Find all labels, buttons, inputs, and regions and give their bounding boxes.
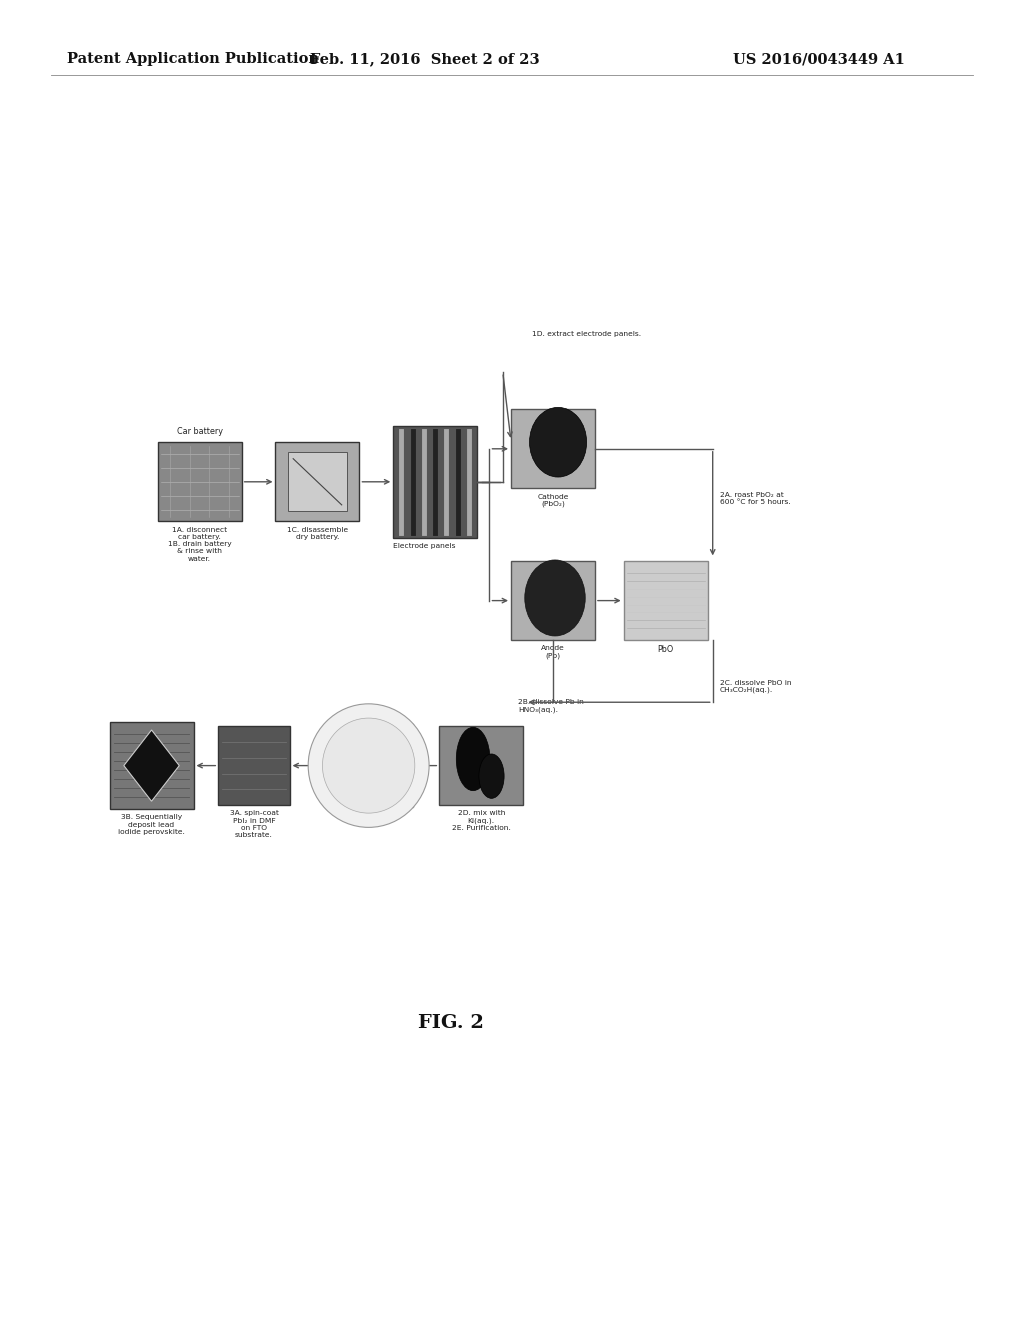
Bar	[511, 561, 595, 640]
Text: Anode
(Pb): Anode (Pb)	[541, 645, 565, 659]
Bar	[110, 722, 194, 809]
Text: Cathode
(PbO₂): Cathode (PbO₂)	[538, 494, 568, 507]
Bar	[439, 726, 523, 805]
Text: 3A. spin-coat
PbI₂ in DMF
on FTO
substrate.: 3A. spin-coat PbI₂ in DMF on FTO substra…	[229, 810, 279, 838]
Text: 2B. dissolve Pb in
HNO₃(aq.).: 2B. dissolve Pb in HNO₃(aq.).	[518, 700, 584, 713]
Bar	[288, 451, 347, 511]
Text: PbI₂: PbI₂	[360, 813, 377, 821]
Text: Car battery: Car battery	[177, 426, 222, 436]
Text: 2A. roast PbO₂ at
600 °C for 5 hours.: 2A. roast PbO₂ at 600 °C for 5 hours.	[720, 491, 791, 506]
Bar	[325, 725, 413, 808]
Text: Feb. 11, 2016  Sheet 2 of 23: Feb. 11, 2016 Sheet 2 of 23	[310, 53, 540, 66]
Ellipse shape	[457, 727, 489, 791]
Text: PbO: PbO	[657, 645, 674, 655]
Bar	[624, 561, 708, 640]
Text: 1D. extract electrode panels.: 1D. extract electrode panels.	[532, 330, 642, 337]
Text: Electrode panels: Electrode panels	[393, 544, 456, 549]
Bar	[275, 442, 359, 521]
Ellipse shape	[308, 704, 429, 828]
Ellipse shape	[529, 408, 587, 477]
Text: 2D. mix with
KI(aq.).
2E. Purification.: 2D. mix with KI(aq.). 2E. Purification.	[452, 810, 511, 832]
Polygon shape	[124, 730, 179, 801]
Bar	[158, 442, 242, 521]
Text: 2C. dissolve PbO in
CH₃CO₂H(aq.).: 2C. dissolve PbO in CH₃CO₂H(aq.).	[720, 680, 792, 693]
Ellipse shape	[479, 754, 504, 799]
Ellipse shape	[524, 560, 586, 636]
Bar	[511, 409, 595, 488]
Text: 1A. disconnect
car battery.
1B. drain battery
& rinse with
water.: 1A. disconnect car battery. 1B. drain ba…	[168, 527, 231, 562]
Text: FIG. 2: FIG. 2	[418, 1014, 483, 1032]
Bar	[218, 726, 290, 805]
Text: Patent Application Publication: Patent Application Publication	[67, 53, 318, 66]
Text: 3B. Sequentially
deposit lead
iodide perovskite.: 3B. Sequentially deposit lead iodide per…	[118, 814, 185, 836]
Text: 1C. disassemble
dry battery.: 1C. disassemble dry battery.	[287, 527, 348, 540]
Bar	[393, 425, 477, 539]
Ellipse shape	[323, 718, 415, 813]
Text: US 2016/0043449 A1: US 2016/0043449 A1	[733, 53, 905, 66]
